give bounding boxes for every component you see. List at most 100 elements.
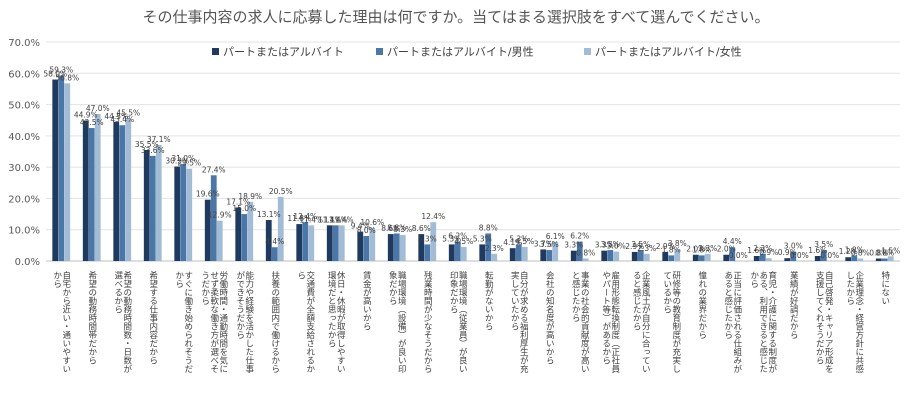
x-tick-label: 能力や経験を活かした仕事 (244, 270, 254, 373)
data-label: 0.8% (875, 248, 894, 257)
chart-title: その仕事内容の求人に応募した理由は何ですか。当てはまる選択肢をすべて選んでくださ… (142, 8, 769, 26)
data-label: 4.4% (265, 237, 284, 246)
bar (149, 155, 156, 261)
data-label: 3.3% (595, 241, 614, 250)
x-tick-label: 業績が好調だから (788, 270, 798, 339)
x-tick-label: したから (845, 271, 855, 305)
bar (857, 258, 864, 261)
x-tick-label: から (749, 271, 759, 288)
data-label: 27.4% (202, 165, 226, 174)
data-label: 2.3% (485, 244, 504, 253)
data-label: 8.6% (412, 224, 431, 233)
bar (94, 113, 101, 261)
data-label: 2.0% (686, 245, 705, 254)
grid-layer (46, 41, 900, 262)
data-label: 11.4% (318, 215, 342, 224)
x-tick-label: 会社の知名度が高いから (544, 270, 554, 364)
data-label: 12.4% (293, 212, 317, 221)
x-tick-label: あると感じたから (723, 271, 733, 339)
x-tick-label: 自己啓発・キャリア形成を (823, 270, 833, 373)
bar (875, 258, 882, 261)
data-label: 3.3% (564, 241, 583, 250)
data-label: 1.8% (662, 245, 681, 254)
bar (759, 253, 766, 261)
data-label: 10.6% (360, 218, 384, 227)
bar (241, 214, 248, 261)
x-tick-label: 希望の勤務時間数・日数が (122, 270, 132, 373)
x-tick-label: 雇用形態転換制度（正社員 (610, 270, 620, 374)
bar (674, 249, 681, 261)
bar (277, 196, 284, 261)
legend-swatch (584, 48, 591, 55)
data-label: 1.6% (747, 246, 766, 255)
bar (845, 257, 852, 261)
data-label: 8.3% (393, 225, 412, 234)
bar (454, 241, 461, 261)
data-label: 15.0% (232, 204, 256, 213)
data-label: 11.8% (287, 214, 311, 223)
bar (82, 120, 89, 261)
data-label: 0.8% (851, 248, 870, 257)
bar (265, 220, 272, 261)
bar (296, 224, 303, 261)
legend-swatch (376, 48, 383, 55)
bar (546, 250, 553, 261)
bar (88, 128, 95, 261)
x-tick-label: ると感じたから (631, 271, 641, 331)
x-tick-label: 選べるから (113, 270, 123, 313)
bar (430, 222, 437, 261)
data-label: 2.9% (625, 242, 644, 251)
x-tick-label: 賃金が高いから (361, 270, 371, 330)
bar (552, 241, 559, 261)
x-tick-label: 交通費が全額支給されるか (305, 270, 315, 373)
bar (765, 258, 772, 261)
data-label: 4.4% (723, 237, 742, 246)
data-label: 5.3% (509, 234, 528, 243)
x-tick-label: 残業時間が少なそうだから (422, 270, 432, 373)
bar (64, 83, 71, 261)
data-label: 3.5% (601, 240, 620, 249)
bar (753, 255, 760, 261)
bar (332, 225, 339, 261)
data-label: 1.8% (845, 245, 864, 254)
bar (851, 255, 858, 261)
data-label: 5.3% (473, 234, 492, 243)
x-tick-label: から (52, 271, 62, 288)
data-label: 12.4% (421, 212, 445, 221)
bar (887, 256, 894, 261)
bar (180, 164, 187, 261)
data-label: 3.0% (607, 242, 626, 251)
x-tick-label: ある、利用できると感じた (758, 271, 768, 373)
x-tick-label: すぐに働き始められそうだ (183, 271, 193, 373)
data-label: 0.0% (820, 251, 839, 260)
legend-label: パートまたはアルバイト (223, 46, 344, 59)
bar (704, 253, 711, 261)
bar (363, 235, 370, 261)
data-label: 0.0% (790, 251, 809, 260)
x-tick-label: 憧れの業界だから (697, 270, 707, 339)
bar (271, 247, 278, 261)
bar (393, 233, 400, 261)
data-label: 1.8% (692, 245, 711, 254)
x-tick-label: ているから (662, 271, 672, 314)
data-label: 3.7% (534, 239, 553, 248)
data-label: 12.9% (208, 211, 232, 220)
bar (613, 251, 620, 261)
x-tick-label: 転勤がないから (483, 271, 493, 331)
data-label: 30.2% (165, 157, 189, 166)
bar (729, 247, 736, 261)
bar (399, 235, 406, 261)
bar (338, 225, 345, 261)
data-label: 0.0% (729, 251, 748, 260)
bar (698, 255, 705, 261)
x-tick-label: やパート等）があるから (601, 271, 611, 365)
bar (509, 248, 516, 261)
bar (186, 168, 193, 261)
y-tick-label: 70.0% (8, 38, 40, 49)
data-label: 8.8% (387, 223, 406, 232)
legend-label: パートまたはアルバイト/女性 (595, 45, 742, 59)
data-label: 2.9% (656, 242, 675, 251)
x-tick-label: 扶養の範囲内で働けるから (270, 270, 280, 373)
x-tick-label: 自宅から近い・通いやすい (61, 270, 71, 373)
